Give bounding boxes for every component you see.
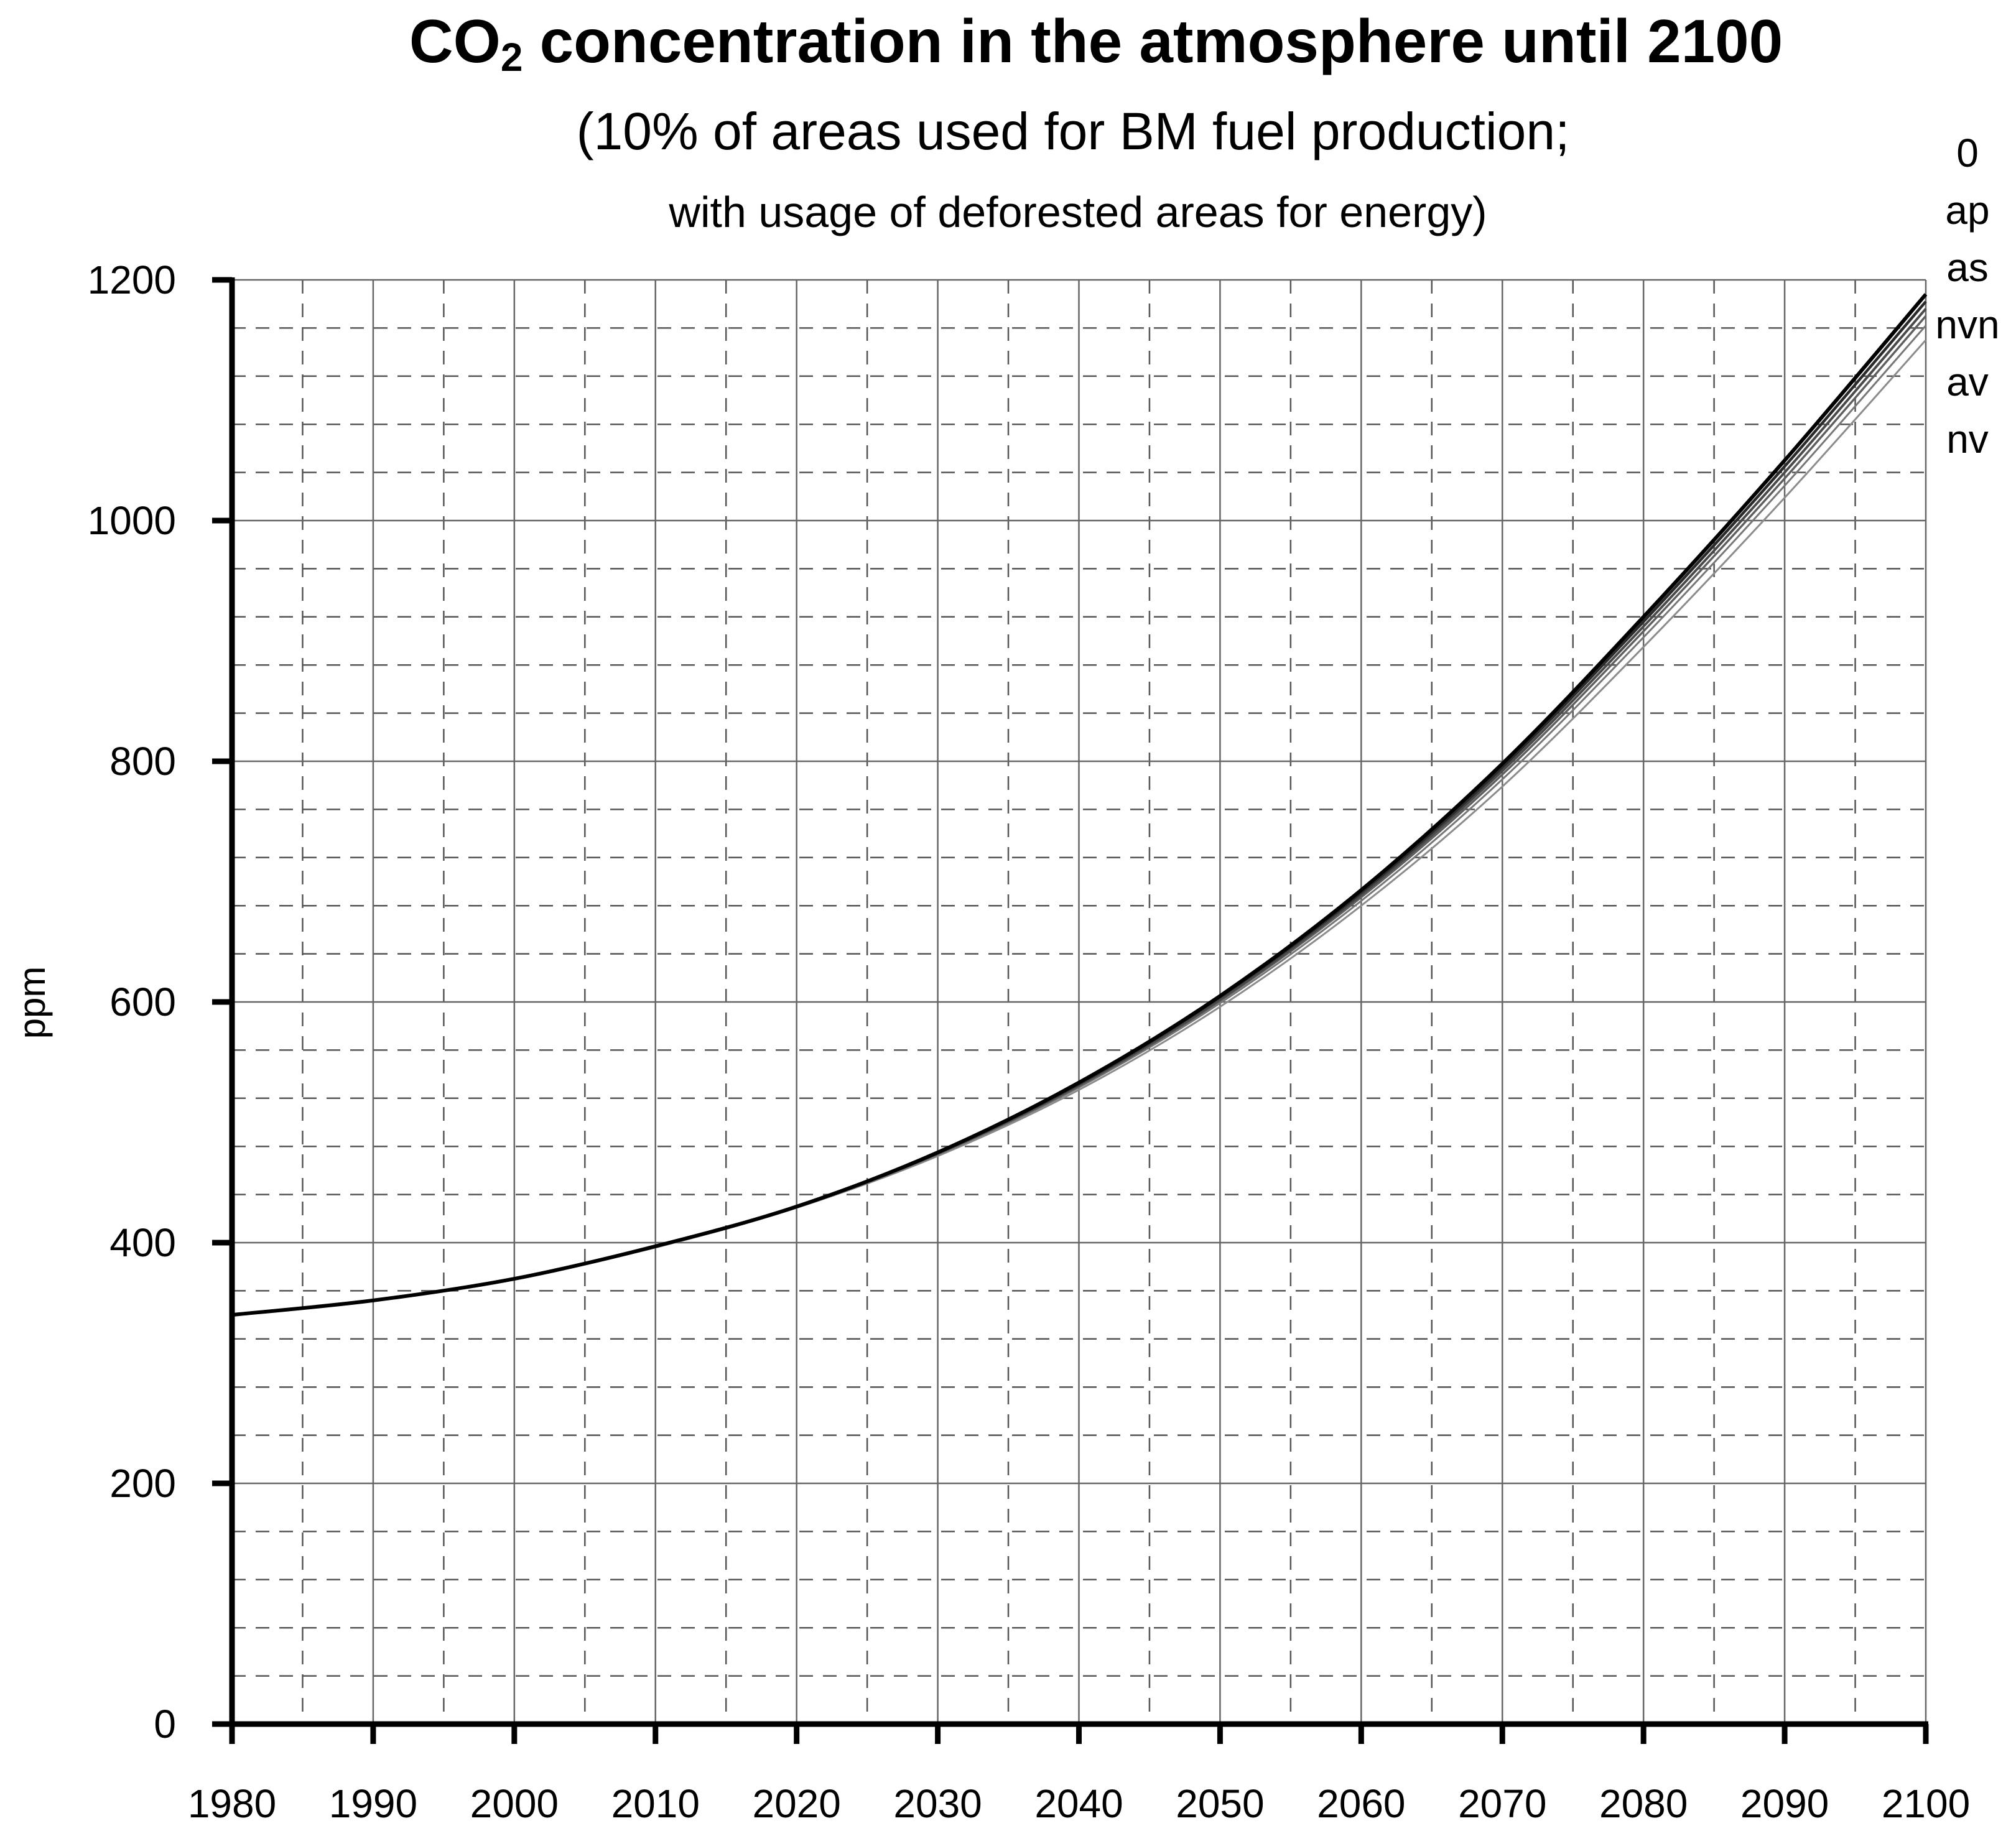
x-tick-label: 2020 [752, 1781, 840, 1826]
x-tick-label: 2010 [611, 1781, 700, 1826]
y-axis-label: ppm [11, 967, 53, 1039]
major-grid [232, 279, 1927, 1724]
y-tick-label: 200 [109, 1461, 176, 1506]
y-tick-label: 800 [109, 739, 176, 784]
x-tick-label: 2060 [1317, 1781, 1405, 1826]
chart-title-subscript: 2 [501, 35, 523, 80]
legend-label-nv: nv [1946, 417, 1989, 461]
tick-labels: 1980 1990 2000 2010 2020 2030 2040 2050 2060 2070… [88, 257, 1971, 1826]
x-tick-label: 1990 [329, 1781, 417, 1826]
y-tick-label: 400 [109, 1220, 176, 1265]
x-tick-label: 2050 [1176, 1781, 1264, 1826]
y-tick-label: 1200 [88, 257, 176, 302]
y-tick-label: 600 [109, 980, 176, 1024]
chart-title-prefix: CO [409, 7, 501, 75]
legend-label-av: av [1946, 359, 1989, 404]
legend-label-as: as [1946, 245, 1989, 290]
y-tick-label: 1000 [88, 498, 176, 543]
x-tick-label: 2100 [1882, 1781, 1970, 1826]
y-tick-label: 0 [154, 1702, 176, 1746]
chart-subtitle-line1: (10% of areas used for BM fuel productio… [577, 102, 1570, 160]
series-lines [231, 293, 1928, 1317]
x-tick-label: 2080 [1599, 1781, 1688, 1826]
series-line-0 [231, 293, 1928, 1317]
legend-label-nvn: nvn [1935, 302, 1999, 347]
legend-label-ap: ap [1945, 188, 1989, 233]
chart-subtitle-line2: with usage of deforested areas for energ… [668, 188, 1487, 236]
tick-marks [212, 277, 1929, 1744]
chart-title: CO2 concentration in the atmosphere unti… [409, 7, 1783, 80]
x-tick-label: 2030 [893, 1781, 982, 1826]
x-tick-label: 1980 [188, 1781, 276, 1826]
chart-title-suffix: concentration in the atmosphere until 21… [523, 7, 1783, 75]
legend: 0 ap as nvn av nv [1935, 131, 1999, 461]
x-tick-label: 2090 [1740, 1781, 1829, 1826]
x-tick-label: 2000 [470, 1781, 559, 1826]
x-tick-label: 2040 [1034, 1781, 1123, 1826]
legend-label-0: 0 [1956, 131, 1979, 175]
x-tick-label: 2070 [1458, 1781, 1546, 1826]
